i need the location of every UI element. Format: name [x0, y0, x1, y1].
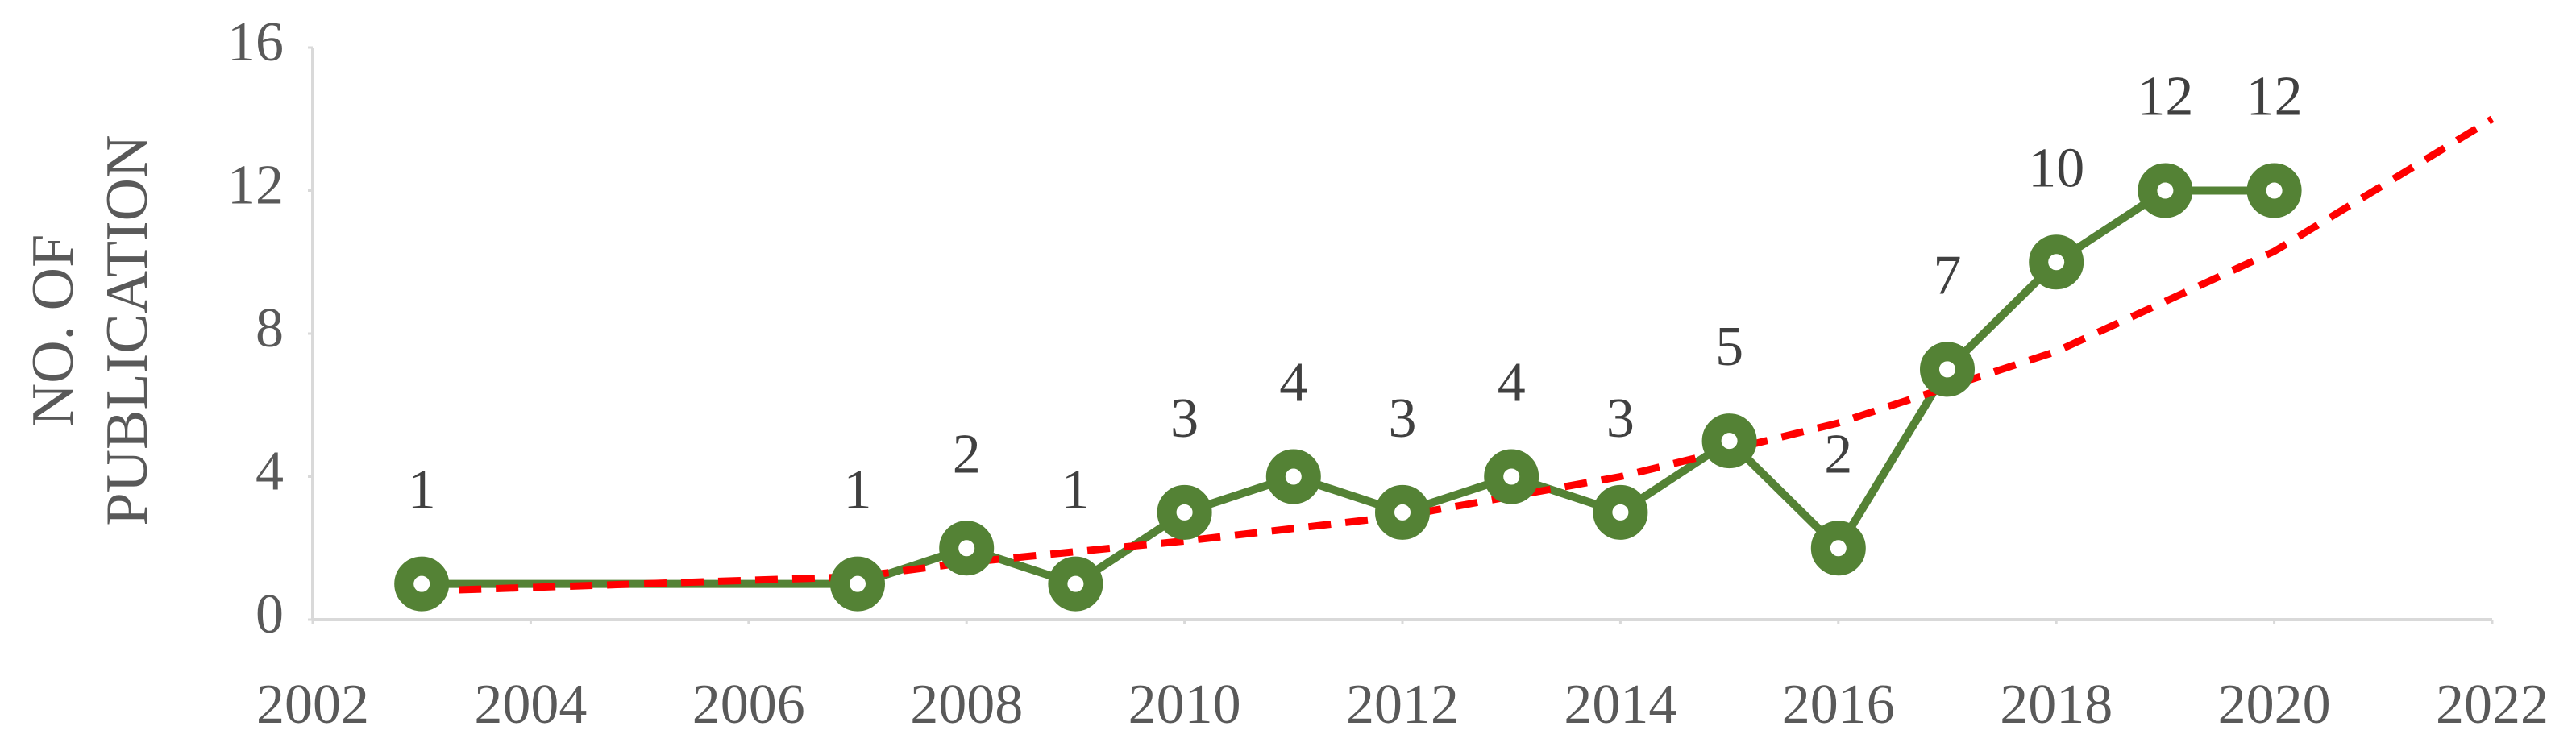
marker — [2138, 163, 2193, 218]
data-label: 4 — [1279, 352, 1307, 414]
x-tick-label: 2010 — [1128, 674, 1241, 736]
marker — [1484, 449, 1539, 504]
x-tick-label: 2002 — [256, 674, 369, 736]
data-label: 3 — [1170, 388, 1199, 450]
data-label: 1 — [844, 459, 872, 521]
marker — [830, 556, 885, 612]
x-tick-label: 2004 — [474, 674, 587, 736]
x-tick-label: 2008 — [910, 674, 1023, 736]
marker — [1593, 484, 1648, 540]
x-tick-label: 2020 — [2218, 674, 2331, 736]
marker — [1375, 484, 1430, 540]
y-axis-label: NO. OF PUBLICATION — [20, 135, 160, 526]
data-label: 10 — [2028, 137, 2084, 199]
marker — [394, 556, 450, 612]
x-tick-label: 2014 — [1564, 674, 1676, 736]
marker — [1701, 413, 1757, 469]
x-tick-label: 2006 — [692, 674, 805, 736]
y-tick-label: 16 — [227, 11, 284, 73]
x-tick-label: 2016 — [1782, 674, 1895, 736]
data-label: 12 — [2137, 66, 2193, 128]
data-label: 1 — [408, 459, 436, 521]
data-label: 5 — [1715, 316, 1743, 378]
marker — [1157, 484, 1212, 540]
data-label: 3 — [1389, 388, 1417, 450]
data-label: 7 — [1934, 244, 1962, 306]
y-tick-label: 4 — [256, 441, 284, 503]
x-tick-label: 2012 — [1346, 674, 1459, 736]
marker — [939, 521, 995, 576]
data-label: 3 — [1606, 388, 1635, 450]
data-label: 2 — [953, 423, 981, 485]
y-tick-label: 0 — [256, 583, 284, 645]
data-label: 12 — [2246, 66, 2303, 128]
marker — [1810, 521, 1866, 576]
marker — [1265, 449, 1321, 504]
marker — [1048, 556, 1103, 612]
data-label: 2 — [1824, 423, 1852, 485]
data-label: 4 — [1498, 352, 1526, 414]
y-tick-label: 8 — [256, 297, 284, 359]
y-tick-label: 12 — [227, 155, 284, 217]
x-tick-label: 2022 — [2436, 674, 2549, 736]
marker — [1920, 342, 1975, 397]
marker — [2029, 234, 2084, 290]
x-tick-label: 2018 — [2000, 674, 2113, 736]
marker — [2246, 163, 2302, 218]
data-label: 1 — [1062, 459, 1090, 521]
